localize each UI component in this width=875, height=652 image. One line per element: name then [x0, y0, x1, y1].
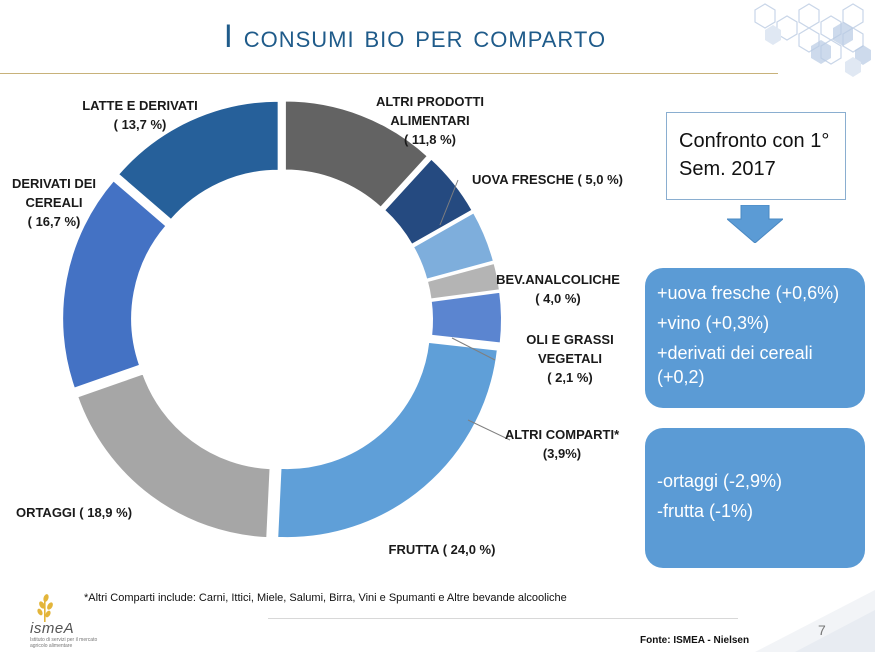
slice-value: ( 4,0 %) — [535, 291, 581, 306]
slice-label-uova-fresche: UOVA FRESCHE ( 5,0 %) — [460, 170, 635, 189]
slice-name: LATTE E DERIVATI — [82, 98, 198, 113]
logo-text: ismeA — [30, 620, 75, 637]
donut-slice-derivati-dei-cereali — [61, 178, 168, 390]
donut-slice-uova-fresche — [382, 157, 474, 247]
slice-name: ALTRI PRODOTTI ALIMENTARI — [375, 94, 485, 128]
slice-name: OLI E GRASSI VEGETALI — [526, 332, 614, 366]
corner-decoration — [755, 590, 875, 652]
page-number: 7 — [818, 622, 826, 638]
slice-label-oli-grassi: OLI E GRASSI VEGETALI ( 2,1 %) — [515, 330, 625, 387]
slide-title: I consumi bio per comparto — [223, 18, 607, 54]
increase-item: +derivati dei cereali (+0,2) — [657, 343, 813, 387]
slice-value: ( 16,7 %) — [27, 214, 81, 229]
slice-label-bev-analcoliche: BEV.ANALCOLICHE ( 4,0 %) — [488, 270, 628, 308]
slice-name: BEV.ANALCOLICHE — [496, 272, 620, 287]
slice-label-derivati-cereali: DERIVATI DEI CEREALI ( 16,7 %) — [2, 174, 106, 231]
donut-slice-oli-e-grassi-vegetali — [425, 261, 502, 301]
title-divider — [0, 73, 778, 74]
donut-slice-frutta — [276, 340, 499, 540]
slice-name: ALTRI COMPARTI* — [504, 427, 620, 442]
footnote: *Altri Comparti include: Carni, Ittici, … — [84, 592, 567, 604]
increase-item: +uova fresche (+0,6%) — [657, 283, 840, 303]
footer-divider — [268, 618, 738, 619]
slice-value: ( 5,0 %) — [577, 172, 623, 187]
slice-value: ( 11,8 %) — [403, 132, 457, 147]
slice-name: ORTAGGI — [15, 505, 76, 520]
donut-slice-ortaggi — [75, 372, 272, 540]
slice-value: ( 24,0 %) — [442, 542, 496, 557]
leader-line — [451, 337, 496, 361]
slice-name: FRUTTA — [388, 542, 440, 557]
increase-item: +vino (+0,3%) — [657, 313, 770, 333]
slice-value: ( 18,9 %) — [79, 505, 133, 520]
slice-name: UOVA FRESCHE — [472, 172, 574, 187]
donut-slice-bev-analcoliche — [411, 210, 496, 281]
slice-label-altri-prodotti: ALTRI PRODOTTI ALIMENTARI ( 11,8 %) — [360, 92, 500, 149]
ismea-logo-icon — [37, 594, 53, 622]
slice-value: ( 13,7 %) — [113, 117, 167, 132]
arrow-down-icon — [727, 205, 783, 243]
decreases-box: -ortaggi (-2,9%) -frutta (-1%) — [645, 428, 865, 568]
slice-label-frutta: FRUTTA ( 24,0 %) — [372, 540, 512, 559]
donut-chart — [61, 99, 511, 540]
logo-subtitle: Istituto di servizi per il mercato agric… — [30, 637, 98, 649]
leader-line — [439, 179, 459, 226]
source-note: Fonte: ISMEA - Nielsen — [640, 635, 750, 646]
slice-label-ortaggi: ORTAGGI ( 18,9 %) — [4, 503, 144, 522]
leader-line — [467, 419, 511, 441]
hexagon-decoration — [754, 3, 871, 77]
donut-slice-altri-comparti — [429, 290, 503, 345]
comparison-box: Confronto con 1° Sem. 2017 — [666, 112, 846, 200]
donut-slice-altri-prodotti-alimentari — [283, 99, 430, 210]
slice-value: (3,9%) — [542, 446, 582, 461]
slice-label-latte-derivati: LATTE E DERIVATI ( 13,7 %) — [70, 96, 210, 134]
decrease-item: -ortaggi (-2,9%) — [657, 471, 783, 491]
decrease-item: -frutta (-1%) — [657, 501, 754, 521]
slice-name: DERIVATI DEI CEREALI — [11, 176, 97, 210]
increases-box: +uova fresche (+0,6%) +vino (+0,3%) +der… — [645, 268, 865, 408]
slice-label-altri-comparti: ALTRI COMPARTI* (3,9%) — [492, 425, 632, 463]
slice-value: ( 2,1 %) — [547, 370, 593, 385]
donut-slice-latte-e-derivati — [116, 99, 280, 222]
